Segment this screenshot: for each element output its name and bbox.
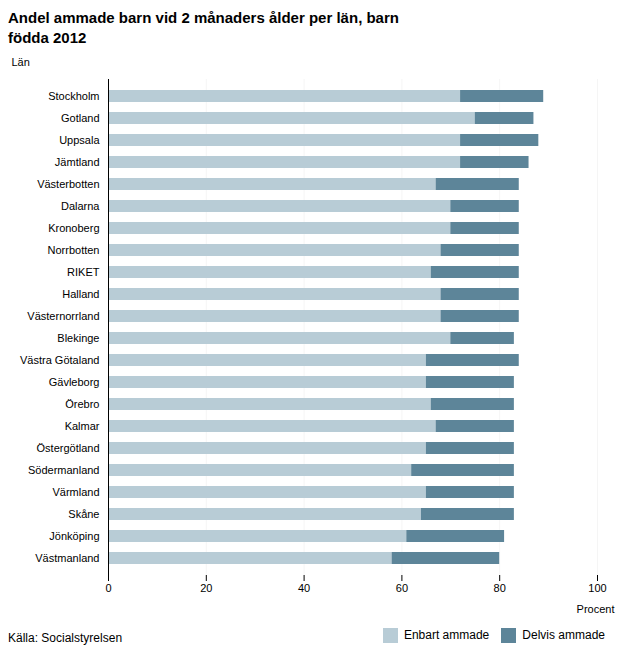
svg-text:40: 40 bbox=[298, 582, 310, 594]
svg-text:Dalarna: Dalarna bbox=[61, 200, 100, 212]
svg-text:Jämtland: Jämtland bbox=[55, 156, 100, 168]
html-text:Enbart ammade: Enbart ammade bbox=[403, 628, 490, 642]
svg-text:Gävleborg: Gävleborg bbox=[49, 376, 100, 388]
svg-text:Västernorrland: Västernorrland bbox=[27, 310, 99, 322]
svg-text:Procent: Procent bbox=[577, 602, 615, 614]
html-text:Källa: Socialstyrelsen: Källa: Socialstyrelsen bbox=[8, 631, 123, 645]
svg-text:100: 100 bbox=[588, 582, 606, 594]
svg-text:Stockholm: Stockholm bbox=[48, 90, 99, 102]
svg-text:Gotland: Gotland bbox=[61, 112, 100, 124]
svg-text:60: 60 bbox=[396, 582, 408, 594]
svg-text:Södermanland: Södermanland bbox=[28, 464, 100, 476]
html-text:Andel ammade barn vid 2 månade: Andel ammade barn vid 2 månaders ålder p… bbox=[8, 9, 399, 47]
svg-text:RIKET: RIKET bbox=[67, 266, 100, 278]
svg-text:Värmland: Värmland bbox=[52, 486, 99, 498]
svg-text:Blekinge: Blekinge bbox=[57, 332, 99, 344]
svg-text:Norrbotten: Norrbotten bbox=[48, 244, 100, 256]
svg-text:Östergötland: Östergötland bbox=[37, 442, 100, 454]
svg-text:20: 20 bbox=[200, 582, 212, 594]
svg-text:Västerbotten: Västerbotten bbox=[37, 178, 99, 190]
svg-text:Uppsala: Uppsala bbox=[59, 134, 100, 146]
svg-text:0: 0 bbox=[105, 582, 111, 594]
svg-text:Län: Län bbox=[12, 56, 30, 68]
svg-text:Halland: Halland bbox=[62, 288, 99, 300]
html-text:Delvis ammade: Delvis ammade bbox=[522, 628, 605, 642]
svg-text:Västra Götaland: Västra Götaland bbox=[20, 354, 100, 366]
svg-text:80: 80 bbox=[494, 582, 506, 594]
svg-text:Västmanland: Västmanland bbox=[35, 552, 99, 564]
svg-text:Kronoberg: Kronoberg bbox=[48, 222, 99, 234]
svg-text:Jönköping: Jönköping bbox=[49, 530, 99, 542]
svg-text:Kalmar: Kalmar bbox=[65, 420, 100, 432]
svg-text:Skåne: Skåne bbox=[68, 508, 99, 520]
svg-text:Örebro: Örebro bbox=[65, 398, 99, 410]
